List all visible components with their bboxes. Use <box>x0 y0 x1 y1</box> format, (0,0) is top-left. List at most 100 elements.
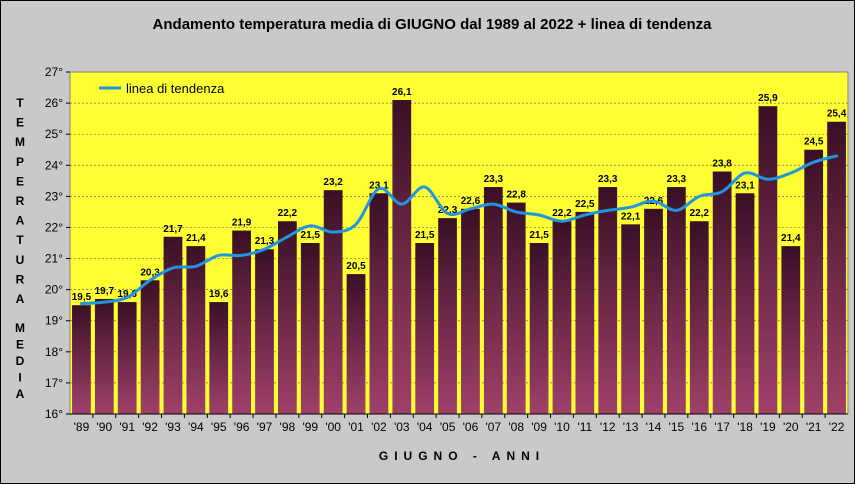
x-tick-label: '02 <box>371 420 387 434</box>
bar <box>689 221 709 414</box>
data-label: 24,5 <box>804 137 824 148</box>
bar <box>621 224 640 414</box>
bar <box>461 208 480 414</box>
y-axis-title-letter: I <box>18 371 21 385</box>
y-axis-title-letter: R <box>16 194 25 208</box>
data-label: 25,9 <box>758 93 778 104</box>
data-label: 22,2 <box>690 208 710 219</box>
data-label: 22,2 <box>278 208 298 219</box>
x-tick-label: '12 <box>600 420 616 434</box>
x-tick-label: '01 <box>348 420 364 434</box>
data-label: 23,3 <box>667 174 687 185</box>
x-tick-label: '06 <box>463 420 479 434</box>
x-tick-label: '14 <box>646 420 662 434</box>
x-tick-label: '00 <box>325 420 341 434</box>
x-tick-label: '08 <box>508 420 524 434</box>
bars <box>72 99 846 415</box>
y-axis-title-letter: T <box>16 233 24 247</box>
data-label: 21,5 <box>529 230 549 241</box>
bar <box>323 190 343 414</box>
legend: linea di tendenza <box>99 81 225 96</box>
data-label: 22,5 <box>575 199 595 210</box>
bar <box>552 221 572 414</box>
y-axis-title-letter: A <box>16 292 25 306</box>
x-tick-label: '13 <box>623 420 639 434</box>
x-tick-label: '96 <box>234 420 250 434</box>
y-tick-label: 23° <box>45 189 63 203</box>
bar <box>346 274 366 414</box>
y-tick-label: 18° <box>45 345 63 359</box>
y-tick-label: 21° <box>45 252 63 266</box>
x-tick-label: '90 <box>97 420 113 434</box>
data-label: 21,4 <box>781 233 801 244</box>
x-tick-label: '04 <box>417 420 433 434</box>
trend-line <box>79 154 839 306</box>
bar <box>232 230 251 414</box>
x-tick-label: '17 <box>714 420 730 434</box>
y-tick-label: 20° <box>45 283 63 297</box>
bar <box>781 246 801 414</box>
y-axis-title-letter: T <box>16 96 24 110</box>
bar <box>94 298 114 414</box>
y-tick-label: 16° <box>45 407 63 421</box>
x-tick-label: '89 <box>74 420 90 434</box>
x-tick-label: '18 <box>737 420 753 434</box>
x-tick-label: '11 <box>577 420 592 434</box>
x-tick-label: '92 <box>142 420 158 434</box>
x-tick-label: '21 <box>806 420 822 434</box>
data-label: 22,1 <box>621 211 641 222</box>
y-tick-label: 17° <box>45 376 63 390</box>
x-tick-label: '95 <box>211 420 227 434</box>
bar <box>209 302 229 414</box>
bar <box>667 187 686 414</box>
x-tick-label: '97 <box>257 420 273 434</box>
x-tick-label: '07 <box>486 420 502 434</box>
y-tick-label: 26° <box>45 96 63 110</box>
data-label: 23,3 <box>598 174 618 185</box>
x-tick-label: '99 <box>302 420 318 434</box>
data-label: 19,7 <box>95 286 115 297</box>
x-tick-label: '05 <box>440 420 456 434</box>
data-label: 22,3 <box>438 205 458 216</box>
y-tick-label: 22° <box>45 220 63 234</box>
y-axis-title-letter: U <box>16 253 25 267</box>
data-label: 23,8 <box>712 158 732 169</box>
bar <box>575 211 595 414</box>
data-label: 21,5 <box>301 230 321 241</box>
x-tick-label: '09 <box>531 420 547 434</box>
bar <box>483 187 503 414</box>
x-tick-label: '19 <box>760 420 776 434</box>
data-label: 23,1 <box>735 180 755 191</box>
data-label: 19,6 <box>117 289 137 300</box>
bar <box>827 121 846 414</box>
data-label: 23,2 <box>323 177 343 188</box>
bar <box>278 221 297 414</box>
bar <box>140 280 160 414</box>
bar <box>598 187 618 414</box>
x-tick-label: '91 <box>119 420 135 434</box>
data-label: 23,3 <box>484 174 504 185</box>
bar <box>255 249 274 414</box>
y-axis-title-letter: E <box>16 116 24 130</box>
data-label: 25,4 <box>827 109 847 120</box>
y-tick-label: 19° <box>45 314 63 328</box>
data-label: 22,2 <box>552 208 572 219</box>
y-axis-title-letter: M <box>15 321 25 335</box>
x-axis: '89 '90 '91 '92 '93 '94 '95 '96 '97 '98 '99 '00 '01 '… <box>70 413 848 434</box>
x-tick-label: '93 <box>165 420 181 434</box>
y-axis-title-letter: D <box>16 354 25 368</box>
y-axis-title-letter: E <box>16 174 24 188</box>
data-label: 23,1 <box>369 180 389 191</box>
y-tick-label: 24° <box>45 158 63 172</box>
y-axis: 16° 17° 18° 19° 20° 21° 22° 23° 24° 25° 26° 27° <box>45 65 70 421</box>
x-tick-label: '03 <box>394 420 410 434</box>
y-axis-title-letter: P <box>16 155 24 169</box>
y-axis-title-letter: A <box>16 387 25 401</box>
bar <box>392 99 412 415</box>
data-label: 21,3 <box>255 236 275 247</box>
bar <box>369 193 389 414</box>
data-label: 21,9 <box>232 218 252 229</box>
bar <box>117 302 137 414</box>
